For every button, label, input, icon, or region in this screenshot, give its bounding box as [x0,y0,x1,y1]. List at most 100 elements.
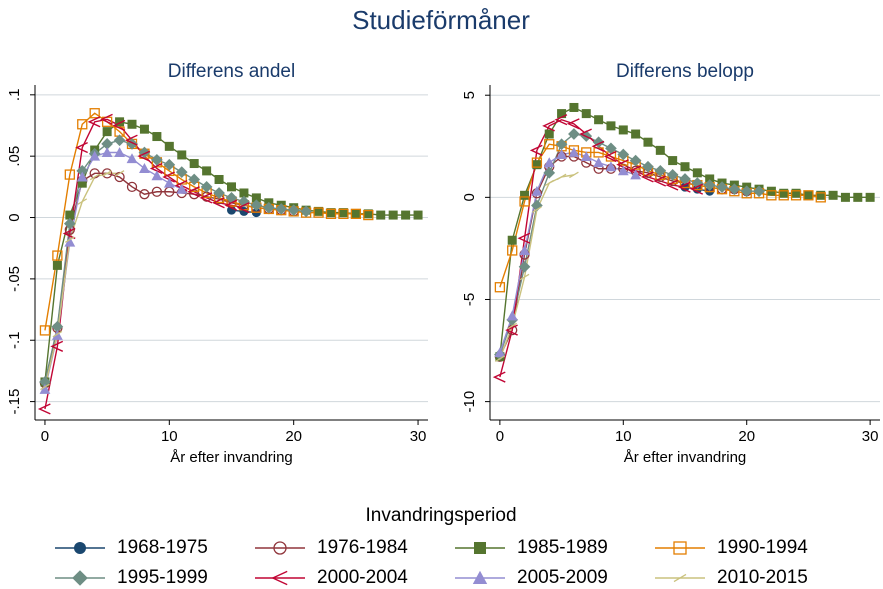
marker [566,118,580,130]
x-tick-label: 30 [862,428,879,445]
marker [617,148,630,161]
marker [189,159,199,169]
y-tick-label: .1 [6,89,23,102]
marker [472,570,488,584]
marker [630,169,642,180]
marker [544,129,554,139]
marker [494,282,506,293]
marker [350,208,362,219]
legend-label: 1976-1984 [317,537,408,558]
y-tick-label: -.05 [6,266,23,292]
marker [213,187,225,199]
marker [643,137,653,147]
marker [680,162,690,172]
marker [532,160,542,170]
x-tick-label: 0 [41,428,49,445]
marker [300,205,312,218]
marker [494,347,506,358]
y-tick-label: -.1 [6,331,23,349]
x-tick-label: 10 [615,428,632,445]
y-tick-label: -5 [461,293,478,306]
marker [63,217,76,230]
marker [543,166,556,179]
y-tick-label: -10 [461,391,478,413]
marker [593,157,605,168]
marker [581,109,591,119]
marker [236,202,250,214]
legend-label: 1990-1994 [717,537,808,558]
marker [76,171,88,182]
x-axis-label: År efter invandring [170,449,293,466]
legend-title: Invandringsperiod [365,505,516,526]
marker [605,142,617,155]
marker [89,108,100,119]
marker [554,114,568,126]
marker [529,144,543,156]
marker [127,119,137,129]
marker [176,183,188,194]
marker [139,124,149,134]
marker [149,162,163,175]
marker [124,134,138,146]
x-tick-label: 0 [496,428,504,445]
marker [544,179,555,187]
marker [52,330,63,338]
marker [673,573,687,583]
marker [74,542,86,554]
marker [716,181,728,193]
marker [401,210,411,220]
marker [556,173,567,181]
marker [790,190,802,201]
marker [239,188,249,198]
marker [114,171,125,183]
marker [211,197,225,209]
legend-label: 2005-2009 [517,567,608,588]
marker [214,174,224,184]
legend-label: 1968-1975 [117,537,208,558]
marker [520,190,530,200]
marker [517,232,531,244]
y-tick-label: -.15 [6,389,23,415]
marker [803,190,813,200]
marker [100,113,113,125]
marker [579,128,592,140]
x-tick-label: 20 [285,428,302,445]
marker [139,163,150,173]
marker [77,178,87,188]
marker [592,136,605,149]
marker [351,209,361,219]
marker [139,189,150,200]
marker [287,204,300,217]
marker [164,141,174,151]
marker [162,171,176,183]
marker [555,138,568,151]
marker [77,119,88,130]
legend-label: 2000-2004 [317,567,408,588]
marker [778,190,789,201]
legend-label: 1985-1989 [517,537,608,558]
marker [65,210,75,220]
marker [271,570,288,586]
marker [853,192,863,202]
marker [666,169,679,181]
marker [325,208,337,219]
marker [113,134,126,147]
marker [163,158,176,171]
marker [39,325,51,336]
marker [89,168,100,179]
marker [101,168,113,179]
marker [568,147,580,157]
marker [363,209,373,219]
marker [37,403,51,415]
panel-title: Differens belopp [616,61,754,82]
marker [679,173,691,185]
marker [580,151,592,161]
marker [791,188,801,198]
marker [569,171,579,179]
marker [665,179,679,191]
marker [495,355,505,362]
marker [137,150,151,162]
marker [673,541,687,555]
